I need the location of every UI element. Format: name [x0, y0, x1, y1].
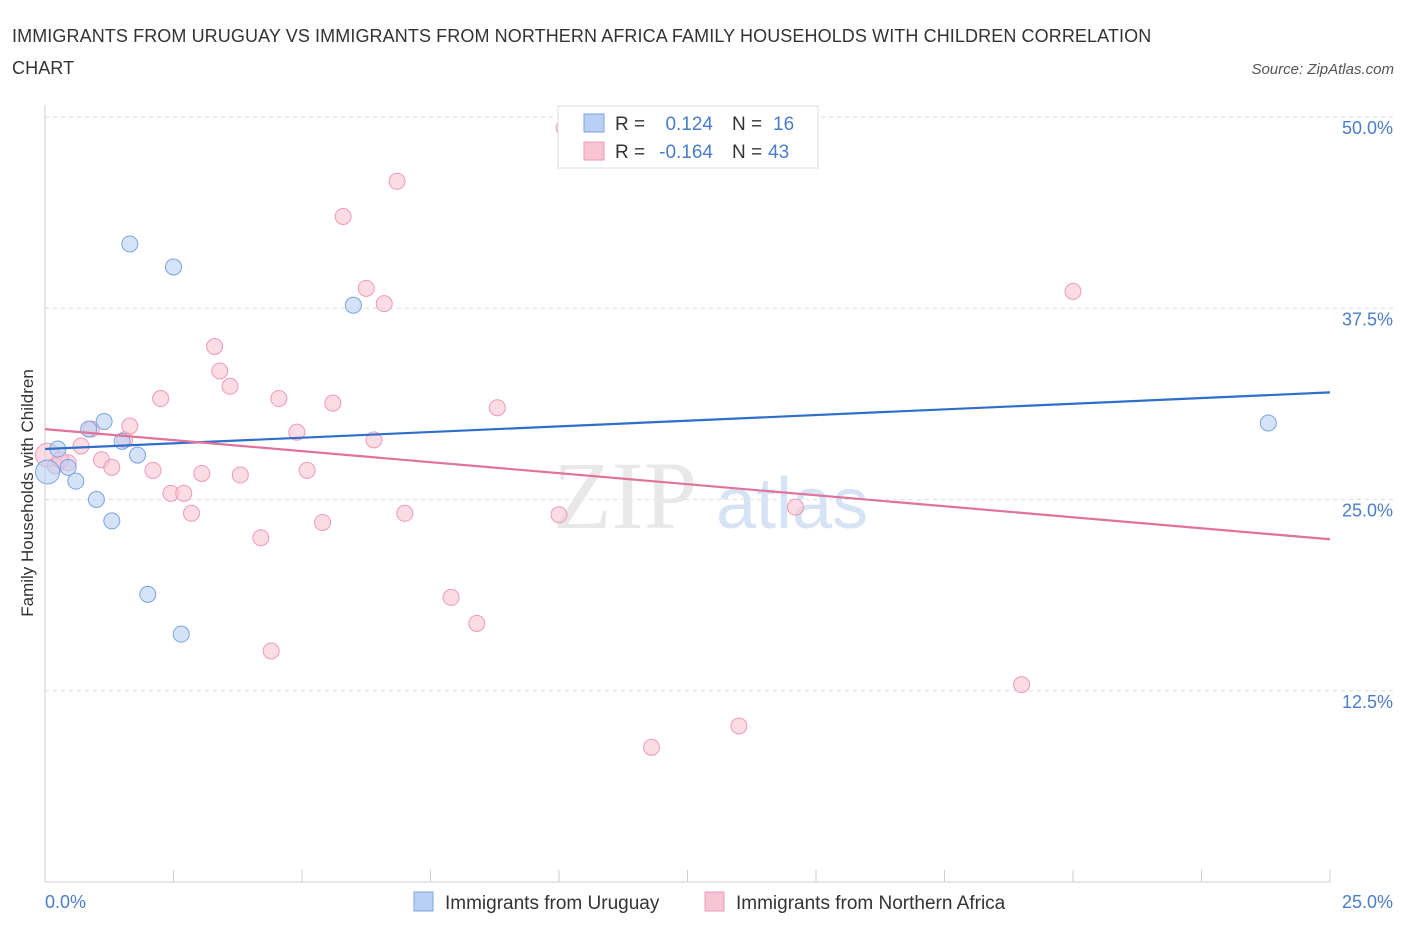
- northern-africa-point-15: [206, 338, 224, 355]
- legend-n-label-2: N =: [732, 142, 762, 163]
- northern-africa-point-33: [468, 614, 486, 632]
- watermark-zip: ZIP: [553, 442, 697, 549]
- northern-africa-points: [35, 119, 1082, 756]
- northern-africa-point-35: [550, 506, 568, 524]
- northern-africa-point-40: [1013, 676, 1031, 694]
- y-tick-labels: 12.5% 25.0% 37.5% 50.0%: [1342, 118, 1393, 712]
- uruguay-point-2: [59, 458, 77, 476]
- northern-africa-point-8: [121, 417, 139, 435]
- uruguay-trend-line: [44, 391, 1331, 451]
- series-legend-label-africa: Immigrants from Northern Africa: [736, 893, 1006, 914]
- northern-africa-point-38: [730, 717, 748, 735]
- legend-r-label-2: R =: [615, 142, 645, 163]
- northern-africa-point-18: [231, 466, 249, 484]
- y-tick-label-1: 25.0%: [1342, 501, 1393, 521]
- northern-africa-point-13: [182, 504, 200, 522]
- legend-r-label-1: R =: [615, 114, 645, 135]
- chart-title: IMMIGRANTS FROM URUGUAY VS IMMIGRANTS FR…: [12, 26, 1152, 78]
- grid-lines: [45, 116, 1395, 692]
- chart-source: Source: ZipAtlas.com: [1251, 61, 1394, 78]
- uruguay-point-15: [1259, 414, 1277, 432]
- x-tick-label-max: 25.0%: [1342, 892, 1393, 912]
- northern-africa-point-39: [786, 498, 804, 516]
- series-legend-swatch-uruguay: [413, 891, 434, 912]
- legend-n-label-1: N =: [732, 114, 762, 135]
- x-tick-label-min: 0.0%: [45, 892, 86, 912]
- uruguay-point-13: [172, 625, 190, 643]
- northern-africa-point-25: [324, 394, 342, 412]
- series-legend: Immigrants from Uruguay Immigrants from …: [413, 891, 1006, 914]
- northern-africa-point-41: [1064, 282, 1082, 300]
- y-axis-title: Family Households with Children: [18, 369, 37, 617]
- legend-swatch-africa: [583, 141, 605, 161]
- northern-africa-point-32: [442, 588, 460, 606]
- northern-africa-point-17: [221, 377, 239, 395]
- uruguay-point-7: [103, 512, 121, 530]
- series-legend-swatch-africa: [704, 891, 725, 912]
- uruguay-point-4: [80, 420, 98, 438]
- northern-africa-point-14: [193, 464, 211, 482]
- northern-africa-point-24: [314, 513, 332, 531]
- northern-africa-point-23: [298, 461, 316, 479]
- uruguay-point-9: [121, 235, 139, 253]
- northern-africa-point-19: [252, 529, 270, 547]
- legend-n-value-1: 16: [773, 114, 794, 135]
- y-tick-label-2: 37.5%: [1342, 309, 1393, 329]
- uruguay-point-10: [129, 446, 147, 464]
- northern-africa-point-20: [262, 642, 280, 660]
- legend-r-value-1: 0.124: [665, 114, 713, 135]
- uruguay-point-14: [344, 296, 362, 314]
- northern-africa-point-29: [375, 295, 393, 313]
- northern-africa-point-10: [152, 390, 170, 408]
- series-legend-label-uruguay: Immigrants from Uruguay: [445, 893, 660, 914]
- northern-africa-point-28: [365, 431, 383, 449]
- correlation-legend: R = 0.124 N = 16 R = -0.164 N = 43: [557, 105, 819, 169]
- northern-africa-point-37: [643, 738, 661, 756]
- northern-africa-point-26: [334, 207, 352, 225]
- uruguay-point-12: [165, 258, 182, 276]
- x-axis-ticks: [44, 870, 1331, 882]
- northern-africa-point-6: [103, 458, 121, 476]
- uruguay-points: [35, 235, 1277, 643]
- northern-africa-point-9: [144, 461, 162, 479]
- northern-africa-point-27: [357, 279, 375, 297]
- northern-africa-trend-line: [44, 428, 1331, 541]
- uruguay-point-0: [35, 459, 61, 485]
- northern-africa-point-34: [488, 399, 506, 417]
- uruguay-point-11: [139, 585, 157, 603]
- northern-africa-point-16: [211, 362, 229, 380]
- y-tick-label-0: 12.5%: [1342, 692, 1393, 712]
- uruguay-point-3: [67, 472, 85, 490]
- northern-africa-point-21: [270, 390, 288, 408]
- northern-africa-point-22: [288, 423, 306, 441]
- northern-africa-point-12: [175, 484, 193, 502]
- legend-swatch-uruguay: [583, 113, 605, 133]
- uruguay-point-5: [87, 491, 105, 508]
- northern-africa-point-3: [72, 437, 90, 455]
- y-tick-label-3: 50.0%: [1342, 118, 1393, 138]
- uruguay-point-6: [95, 412, 113, 430]
- legend-r-value-2: -0.164: [659, 142, 713, 163]
- northern-africa-point-30: [388, 172, 406, 190]
- northern-africa-point-31: [396, 504, 414, 522]
- legend-n-value-2: 43: [768, 142, 789, 163]
